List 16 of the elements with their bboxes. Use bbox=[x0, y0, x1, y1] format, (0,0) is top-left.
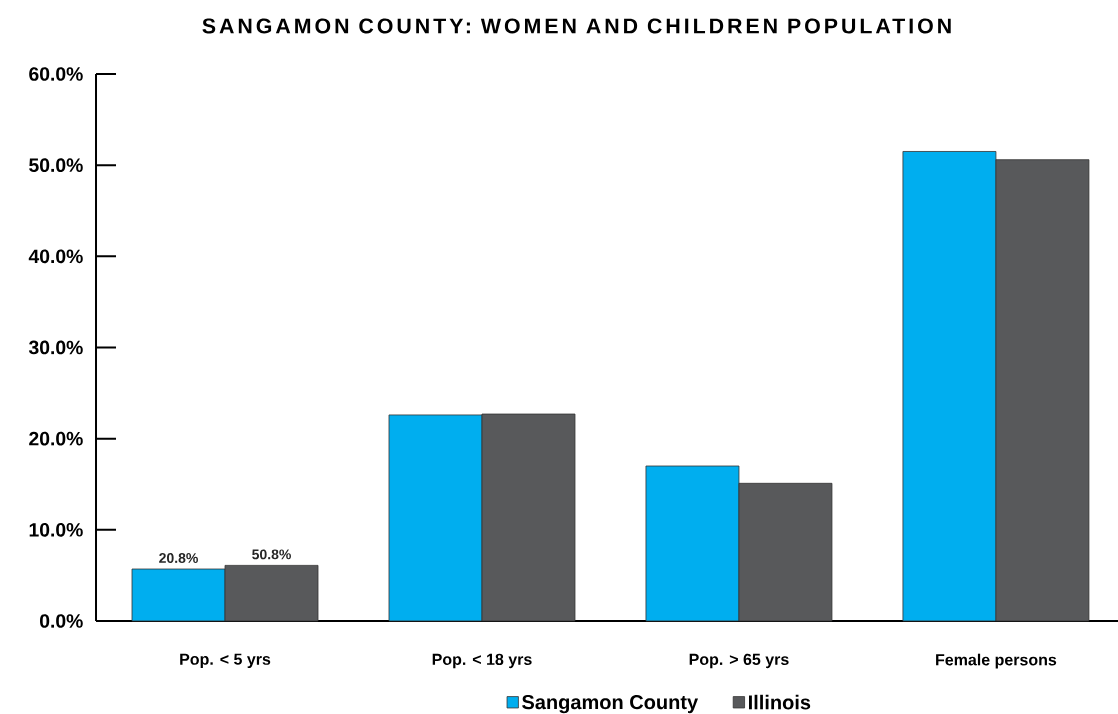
x-tick-label: Female persons bbox=[936, 653, 1057, 669]
x-tick-label: Pop. < 18 yrs bbox=[432, 653, 532, 669]
y-tick-label: 0.0% bbox=[40, 614, 83, 628]
y-tick-label: 40.0% bbox=[28, 249, 83, 264]
x-tick-label: Pop. < 5 yrs bbox=[180, 653, 271, 669]
legend-label: Sangamon County bbox=[522, 695, 699, 714]
annotation: 50.8% bbox=[252, 549, 291, 560]
x-tick-label: Pop. > 65 yrs bbox=[689, 653, 789, 669]
annotation: 20.8% bbox=[159, 553, 198, 563]
chart-title: SANGAMON COUNTY: WOMEN AND CHILDREN POPULATION bbox=[202, 18, 951, 34]
y-tick-label: 10.0% bbox=[29, 522, 83, 537]
legend-label: Illinois bbox=[749, 694, 811, 710]
y-tick-label: 20.0% bbox=[29, 431, 83, 446]
y-tick-label: 30.0% bbox=[28, 340, 83, 355]
y-tick-label: 50.0% bbox=[29, 158, 83, 172]
y-tick-label: 60.0% bbox=[29, 67, 83, 81]
